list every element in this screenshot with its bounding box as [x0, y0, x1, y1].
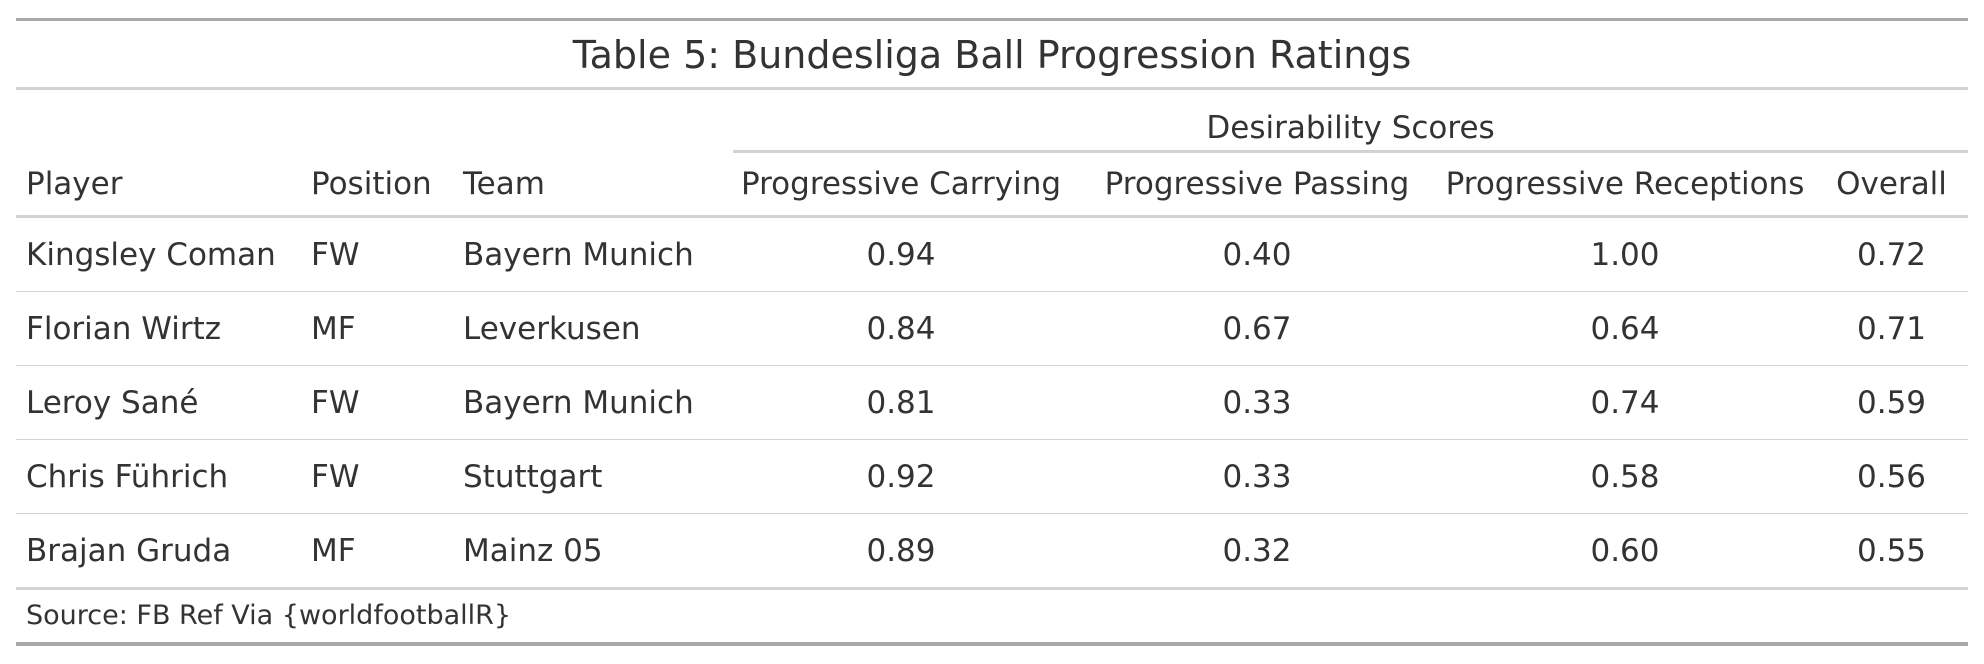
column-header-carrying: Progressive Carrying [723, 153, 1079, 218]
cell-position: FW [301, 216, 453, 292]
cell-passing: 0.32 [1079, 513, 1435, 590]
table-row: Chris Führich FW Stuttgart 0.92 0.33 0.5… [16, 439, 1969, 514]
ratings-table: Table 5: Bundesliga Ball Progression Rat… [16, 18, 1969, 646]
cell-position: FW [301, 365, 453, 440]
cell-player: Brajan Gruda [16, 513, 301, 590]
table-row: Brajan Gruda MF Mainz 05 0.89 0.32 0.60 … [16, 513, 1969, 590]
cell-overall: 0.55 [1815, 513, 1969, 590]
cell-passing: 0.67 [1079, 291, 1435, 366]
cell-overall: 0.72 [1815, 216, 1969, 292]
desirability-spanner: Desirability Scores [733, 106, 1969, 153]
column-header-overall: Overall [1815, 153, 1969, 218]
header-row: Player Position Team Progressive Carryin… [16, 153, 1969, 218]
cell-player: Leroy Sané [16, 365, 301, 440]
cell-position: FW [301, 439, 453, 514]
cell-player: Kingsley Coman [16, 216, 301, 292]
cell-player: Chris Führich [16, 439, 301, 514]
top-rule [16, 18, 1968, 21]
cell-overall: 0.71 [1815, 291, 1969, 366]
cell-overall: 0.59 [1815, 365, 1969, 440]
cell-carrying: 0.94 [723, 216, 1079, 292]
cell-receptions: 1.00 [1435, 216, 1815, 292]
cell-position: MF [301, 513, 453, 590]
cell-player: Florian Wirtz [16, 291, 301, 366]
cell-team: Stuttgart [453, 439, 723, 514]
cell-team: Bayern Munich [453, 216, 723, 292]
data-table: Desirability Scores Player Position Team… [16, 90, 1969, 590]
table-title: Table 5: Bundesliga Ball Progression Rat… [16, 21, 1968, 90]
column-header-player: Player [16, 153, 301, 218]
source-note: Source: FB Ref Via {worldfootballR} [16, 590, 1968, 646]
cell-passing: 0.33 [1079, 439, 1435, 514]
cell-carrying: 0.84 [723, 291, 1079, 366]
spanner-cell: Desirability Scores [723, 90, 1969, 153]
cell-receptions: 0.60 [1435, 513, 1815, 590]
cell-overall: 0.56 [1815, 439, 1969, 514]
cell-receptions: 0.74 [1435, 365, 1815, 440]
cell-passing: 0.40 [1079, 216, 1435, 292]
cell-carrying: 0.89 [723, 513, 1079, 590]
column-header-team: Team [453, 153, 723, 218]
column-header-passing: Progressive Passing [1079, 153, 1435, 218]
cell-receptions: 0.64 [1435, 291, 1815, 366]
cell-passing: 0.33 [1079, 365, 1435, 440]
column-header-position: Position [301, 153, 453, 218]
cell-carrying: 0.81 [723, 365, 1079, 440]
table-row: Kingsley Coman FW Bayern Munich 0.94 0.4… [16, 216, 1969, 292]
spanner-row: Desirability Scores [16, 90, 1969, 153]
cell-position: MF [301, 291, 453, 366]
table-row: Leroy Sané FW Bayern Munich 0.81 0.33 0.… [16, 365, 1969, 440]
cell-team: Leverkusen [453, 291, 723, 366]
spanner-blank [16, 90, 723, 153]
cell-carrying: 0.92 [723, 439, 1079, 514]
column-header-receptions: Progressive Receptions [1435, 153, 1815, 218]
cell-team: Mainz 05 [453, 513, 723, 590]
table-row: Florian Wirtz MF Leverkusen 0.84 0.67 0.… [16, 291, 1969, 366]
cell-receptions: 0.58 [1435, 439, 1815, 514]
cell-team: Bayern Munich [453, 365, 723, 440]
